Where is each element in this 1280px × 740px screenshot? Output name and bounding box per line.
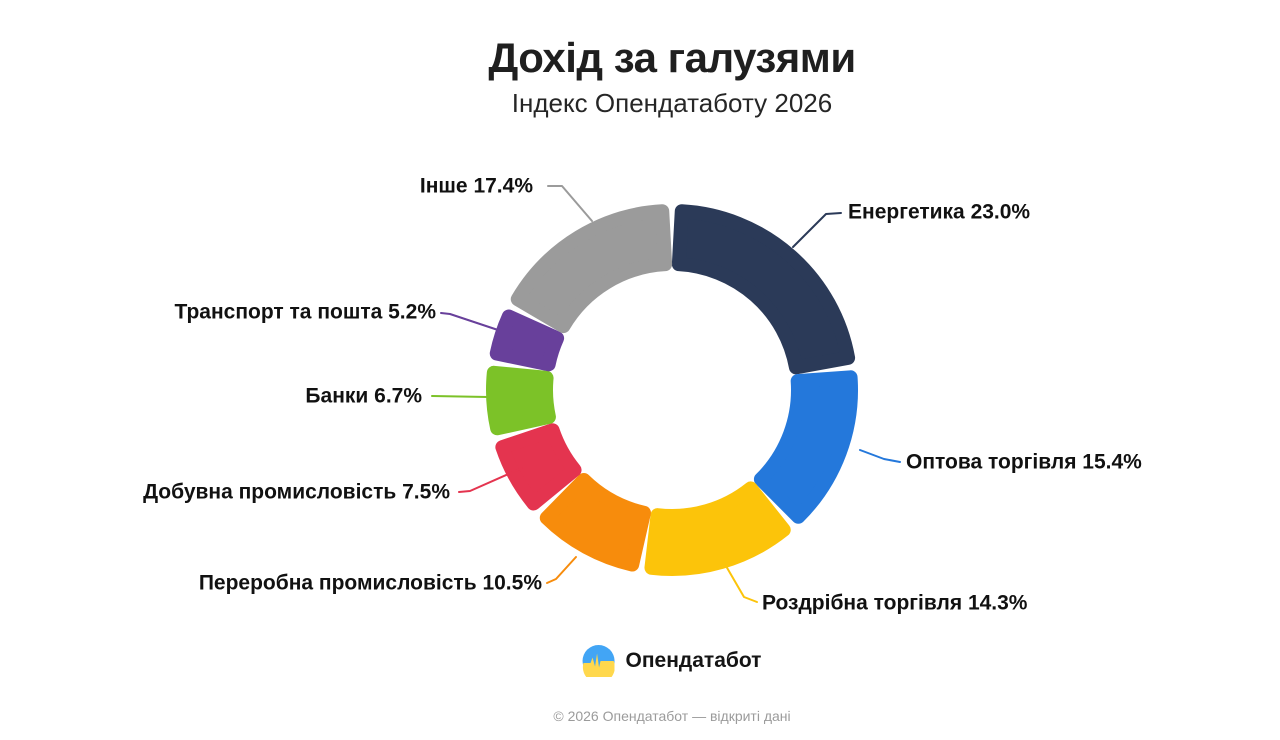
donut-segment-3 <box>539 473 651 572</box>
segment-label-6: Транспорт та пошта 5.2% <box>174 300 436 324</box>
donut-segment-4 <box>495 423 582 511</box>
donut-segment-5 <box>486 365 556 436</box>
page-title: Дохід за галузями <box>488 34 856 81</box>
segment-label-0: Енергетика 23.0% <box>848 200 1031 224</box>
segment-label-7: Інше 17.4% <box>419 174 533 198</box>
leader-line-7 <box>547 185 593 222</box>
leader-line-5 <box>431 395 489 398</box>
segment-label-2: Роздрібна торгівля 14.3% <box>762 591 1028 615</box>
segment-label-5: Банки 6.7% <box>305 384 422 408</box>
segment-label-4: Добувна промисловість 7.5% <box>143 480 450 504</box>
donut-segment-7 <box>510 204 673 334</box>
copyright-footer: © 2026 Опендатабот — відкриті дані <box>553 708 791 724</box>
opendatabot-logo-icon <box>582 645 615 677</box>
donut-segment-2 <box>644 481 791 576</box>
leader-line-1 <box>859 449 901 463</box>
donut-segment-1 <box>753 370 858 524</box>
segment-label-3: Переробна промисловість 10.5% <box>198 571 542 595</box>
leader-line-0 <box>792 212 842 248</box>
leader-line-2 <box>725 565 758 603</box>
segment-label-1: Оптова торгівля 15.4% <box>906 450 1142 474</box>
page-subtitle: Індекс Опендатаботу 2026 <box>511 88 833 118</box>
donut-segment-6 <box>489 309 565 372</box>
leader-line-3 <box>546 556 577 584</box>
leader-line-6 <box>440 312 499 331</box>
brand-lockup: Опендатабот <box>582 645 762 677</box>
leader-line-4 <box>458 467 523 493</box>
brand-name: Опендатабот <box>625 649 762 672</box>
donut-segment-0 <box>671 204 856 375</box>
